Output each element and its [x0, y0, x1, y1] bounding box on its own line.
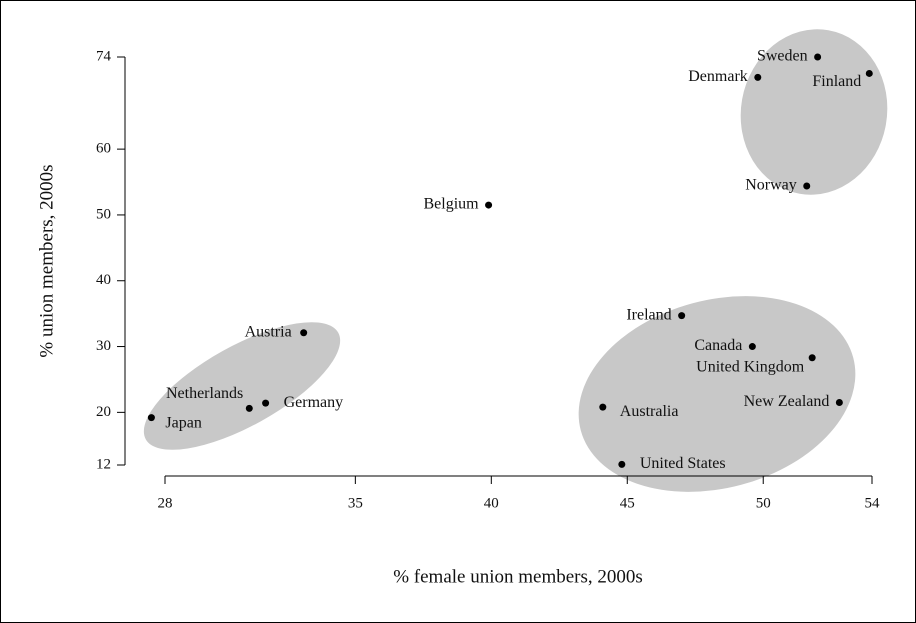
- point: [485, 201, 493, 209]
- y-tick-label: 60: [96, 141, 111, 157]
- point: [803, 182, 811, 190]
- point-label: Sweden: [757, 48, 808, 65]
- cluster-anglo: [578, 296, 856, 492]
- point: [300, 329, 308, 337]
- point: [754, 73, 762, 81]
- y-tick-label: 74: [96, 48, 112, 64]
- point-label: Japan: [165, 414, 201, 431]
- y-tick-label: 30: [96, 338, 111, 354]
- y-tick-label: 20: [96, 404, 111, 420]
- x-tick-label: 54: [865, 495, 881, 511]
- point: [808, 354, 816, 362]
- y-tick-label: 40: [96, 272, 111, 288]
- point-label: United Kingdom: [696, 358, 805, 375]
- x-tick-label: 35: [348, 495, 363, 511]
- y-axis-title: % union members, 2000s: [36, 164, 57, 357]
- point-label: Norway: [745, 177, 797, 194]
- point-label: Germany: [284, 394, 344, 411]
- point: [748, 343, 756, 351]
- x-tick-label: 45: [620, 495, 635, 511]
- point: [262, 399, 270, 407]
- point-label: Ireland: [626, 306, 671, 323]
- point: [678, 312, 686, 320]
- x-tick-label: 50: [756, 495, 771, 511]
- point-label: Belgium: [423, 196, 479, 213]
- x-axis-title: % female union members, 2000s: [393, 566, 643, 587]
- point-label: Denmark: [688, 68, 748, 85]
- point: [865, 69, 873, 77]
- y-tick-label: 50: [96, 206, 111, 222]
- point-label: Austria: [245, 323, 292, 340]
- cluster-continental: [143, 322, 341, 450]
- point: [814, 53, 822, 61]
- y-tick-label: 12: [96, 456, 111, 472]
- point-label: Australia: [620, 403, 679, 420]
- point: [835, 398, 843, 406]
- point: [599, 403, 607, 411]
- point: [245, 404, 253, 412]
- point-label: Finland: [812, 73, 861, 90]
- point-label: United States: [640, 455, 726, 472]
- x-tick-label: 28: [158, 495, 173, 511]
- point-label: Canada: [694, 337, 742, 354]
- point: [147, 414, 155, 422]
- point-label: Netherlands: [166, 385, 243, 402]
- point-label: New Zealand: [744, 393, 830, 410]
- x-tick-label: 40: [484, 495, 499, 511]
- point: [618, 460, 626, 468]
- cluster-nordic: [740, 29, 888, 195]
